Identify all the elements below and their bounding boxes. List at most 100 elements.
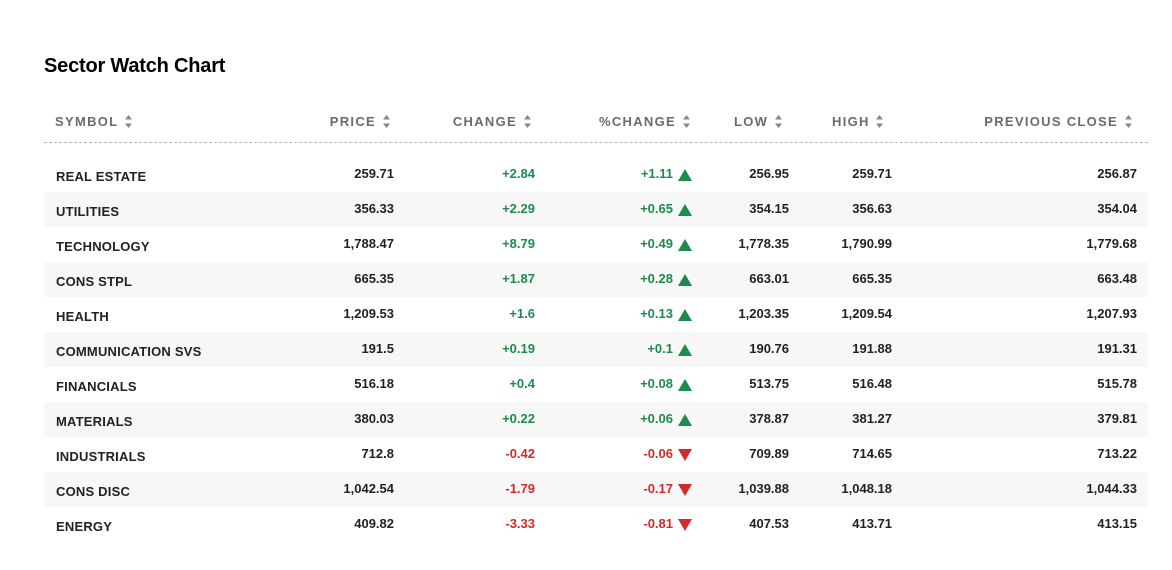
- sector-symbol[interactable]: CONS DISC: [56, 484, 131, 499]
- pct-change-value: +0.28: [640, 271, 673, 286]
- previous-close-value: 379.81: [1097, 411, 1137, 426]
- arrow-up-icon: [678, 297, 692, 332]
- previous-close-value: 663.48: [1097, 271, 1137, 286]
- high-value: 714.65: [852, 446, 892, 461]
- arrow-down-icon: [678, 507, 692, 542]
- table-row[interactable]: ENERGY 409.82 -3.33 -0.81 407.53 413.71 413.15: [44, 507, 1148, 542]
- column-header-label: HIGH: [832, 114, 870, 129]
- column-header-low[interactable]: LOW: [734, 114, 782, 129]
- sort-icon[interactable]: [876, 115, 884, 129]
- table-row[interactable]: COMMUNICATION SVS 191.5 +0.19 +0.1 190.76 191…: [44, 332, 1148, 367]
- previous-close-value: 1,044.33: [1086, 481, 1137, 496]
- column-header-label: PRICE: [329, 114, 376, 129]
- previous-close-value: 191.31: [1097, 341, 1137, 356]
- column-header-previous-close[interactable]: PREVIOUS CLOSE: [984, 114, 1132, 129]
- change-value: +1.87: [502, 271, 535, 286]
- change-value: +8.79: [502, 236, 535, 251]
- table-row[interactable]: MATERIALS 380.03 +0.22 +0.06 378.87 381.27 379…: [44, 402, 1148, 437]
- sector-symbol[interactable]: COMMUNICATION SVS: [56, 344, 202, 359]
- table-row[interactable]: CONS STPL 665.35 +1.87 +0.28 663.01 665.35 663…: [44, 262, 1148, 297]
- price-value: 1,209.53: [343, 306, 394, 321]
- table-row[interactable]: FINANCIALS 516.18 +0.4 +0.08 513.75 516.48 515…: [44, 367, 1148, 402]
- previous-close-value: 515.78: [1097, 376, 1137, 391]
- high-value: 381.27: [852, 411, 892, 426]
- table-row[interactable]: REAL ESTATE 259.71 +2.84 +1.11 256.95 259.71 2…: [44, 157, 1148, 192]
- sector-symbol[interactable]: MATERIALS: [56, 414, 133, 429]
- sort-icon[interactable]: [523, 115, 531, 129]
- low-value: 709.89: [749, 446, 789, 461]
- price-value: 409.82: [354, 516, 394, 531]
- low-value: 1,039.88: [738, 481, 789, 496]
- change-value: +2.84: [502, 166, 535, 181]
- price-value: 191.5: [361, 341, 394, 356]
- price-value: 356.33: [354, 201, 394, 216]
- column-header-change[interactable]: CHANGE: [453, 114, 531, 129]
- column-header-label: CHANGE: [452, 114, 517, 129]
- low-value: 256.95: [749, 166, 789, 181]
- column-header-price[interactable]: PRICE: [330, 114, 390, 129]
- low-value: 407.53: [749, 516, 789, 531]
- table-row[interactable]: CONS DISC 1,042.54 -1.79 -0.17 1,039.88 1,048…: [44, 472, 1148, 507]
- pct-change-value: +0.13: [640, 306, 673, 321]
- table-row[interactable]: UTILITIES 356.33 +2.29 +0.65 354.15 356.63 354…: [44, 192, 1148, 227]
- pct-change-value: +0.1: [647, 341, 673, 356]
- arrow-up-icon: [678, 367, 692, 402]
- sector-symbol[interactable]: TECHNOLOGY: [56, 239, 150, 254]
- column-header-label: PREVIOUS CLOSE: [984, 114, 1118, 129]
- previous-close-value: 713.22: [1097, 446, 1137, 461]
- change-value: +2.29: [502, 201, 535, 216]
- sort-icon[interactable]: [774, 115, 782, 129]
- high-value: 1,209.54: [841, 306, 892, 321]
- table-header: SYMBOL PRICE CHANGE %CHANGE LOW HIGH: [44, 104, 1148, 143]
- change-value: +0.4: [509, 376, 535, 391]
- sector-symbol[interactable]: REAL ESTATE: [56, 169, 147, 184]
- sector-symbol[interactable]: INDUSTRIALS: [56, 449, 146, 464]
- arrow-down-icon: [678, 437, 692, 472]
- low-value: 378.87: [749, 411, 789, 426]
- pct-change-value: +0.08: [640, 376, 673, 391]
- column-header-pct-change[interactable]: %CHANGE: [599, 114, 690, 129]
- table-body: REAL ESTATE 259.71 +2.84 +1.11 256.95 259.71 2…: [44, 157, 1148, 542]
- high-value: 516.48: [852, 376, 892, 391]
- high-value: 259.71: [852, 166, 892, 181]
- sector-symbol[interactable]: ENERGY: [56, 519, 113, 534]
- high-value: 1,790.99: [841, 236, 892, 251]
- pct-change-value: -0.06: [643, 446, 673, 461]
- low-value: 354.15: [749, 201, 789, 216]
- table-row[interactable]: TECHNOLOGY 1,788.47 +8.79 +0.49 1,778.35 1,79…: [44, 227, 1148, 262]
- price-value: 1,788.47: [343, 236, 394, 251]
- arrow-up-icon: [678, 157, 692, 192]
- table-row[interactable]: INDUSTRIALS 712.8 -0.42 -0.06 709.89 714.65 71…: [44, 437, 1148, 472]
- column-header-symbol[interactable]: SYMBOL: [55, 114, 132, 129]
- pct-change-value: +1.11: [640, 166, 673, 181]
- change-value: +0.19: [502, 341, 535, 356]
- column-header-label: LOW: [734, 114, 769, 129]
- sort-icon[interactable]: [124, 115, 132, 129]
- high-value: 1,048.18: [841, 481, 892, 496]
- previous-close-value: 354.04: [1097, 201, 1137, 216]
- arrow-up-icon: [678, 227, 692, 262]
- sort-icon[interactable]: [382, 115, 390, 129]
- previous-close-value: 1,207.93: [1086, 306, 1137, 321]
- high-value: 413.71: [852, 516, 892, 531]
- sector-symbol[interactable]: FINANCIALS: [56, 379, 137, 394]
- table-row[interactable]: HEALTH 1,209.53 +1.6 +0.13 1,203.35 1,209.54 1…: [44, 297, 1148, 332]
- pct-change-value: +0.65: [640, 201, 673, 216]
- sort-icon[interactable]: [682, 115, 690, 129]
- arrow-up-icon: [678, 192, 692, 227]
- low-value: 1,203.35: [738, 306, 789, 321]
- pct-change-value: -0.17: [643, 481, 673, 496]
- sector-symbol[interactable]: HEALTH: [56, 309, 109, 324]
- sort-icon[interactable]: [1124, 115, 1132, 129]
- sector-symbol[interactable]: CONS STPL: [56, 274, 133, 289]
- sector-symbol[interactable]: UTILITIES: [56, 204, 120, 219]
- previous-close-value: 256.87: [1097, 166, 1137, 181]
- price-value: 380.03: [354, 411, 394, 426]
- change-value: +1.6: [509, 306, 535, 321]
- column-header-high[interactable]: HIGH: [832, 114, 884, 129]
- low-value: 1,778.35: [738, 236, 789, 251]
- pct-change-value: -0.81: [643, 516, 673, 531]
- page-title: Sector Watch Chart: [44, 55, 226, 77]
- column-header-label: %CHANGE: [599, 114, 676, 129]
- change-value: +0.22: [502, 411, 535, 426]
